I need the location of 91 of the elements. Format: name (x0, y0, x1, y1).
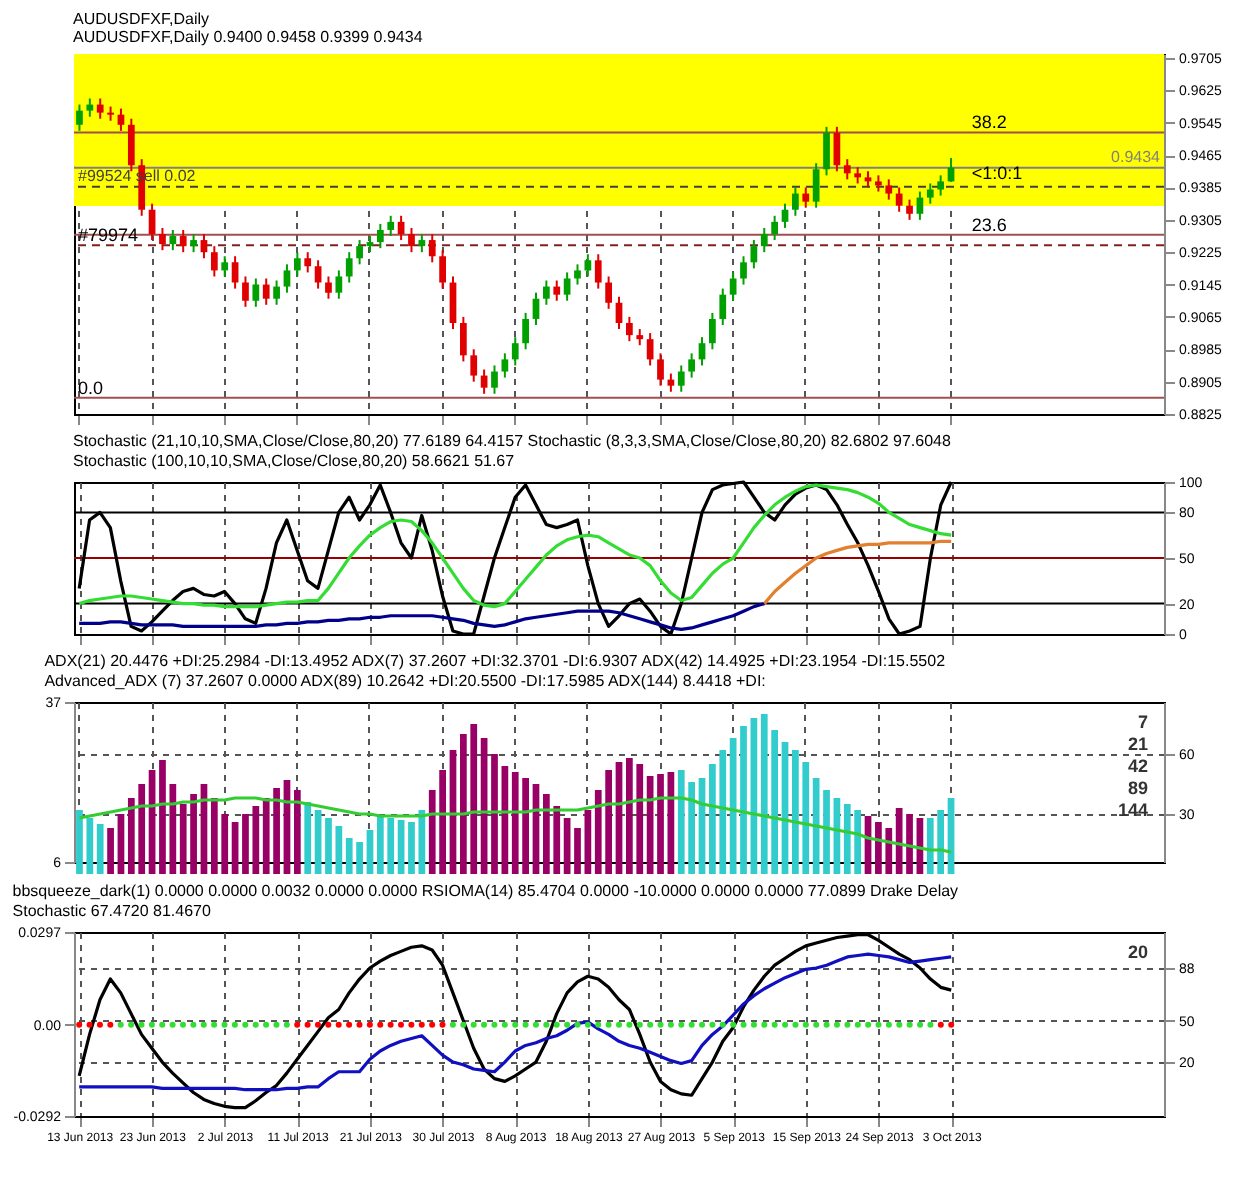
line-series (77, 796, 953, 854)
candlestick (491, 364, 498, 395)
candlestick (231, 255, 239, 290)
chart-subtitle: AUDUSDFXF,Daily 0.9400 0.9458 0.9399 0.9434 (73, 28, 424, 47)
annotation: 0.0 (78, 377, 104, 398)
bar (293, 790, 301, 874)
candlestick (605, 275, 612, 310)
candlestick (439, 249, 446, 290)
candlestick (657, 352, 664, 387)
candlestick (843, 158, 851, 181)
candlestick (345, 251, 353, 284)
candlestick (729, 271, 737, 302)
candlestick (262, 277, 270, 306)
candlestick (459, 315, 467, 363)
annotation: 38.2 (971, 112, 1007, 133)
bar (107, 828, 114, 874)
candlestick (159, 226, 166, 252)
bar (366, 830, 374, 874)
candlestick (376, 222, 384, 250)
candlestick (356, 239, 363, 266)
candlestick (646, 332, 654, 367)
annotation: <1:0:1 (971, 163, 1023, 184)
candlestick (543, 279, 550, 306)
candlestick (906, 198, 913, 221)
candlestick (242, 275, 249, 308)
candlestick (169, 228, 177, 252)
candlestick (895, 186, 903, 213)
candlestick (563, 271, 571, 302)
candlestick (626, 315, 633, 343)
candlestick (418, 233, 426, 254)
candlestick (501, 352, 509, 379)
candlestick (760, 226, 768, 254)
candlestick (252, 277, 260, 308)
candlestick (76, 103, 83, 132)
candlestick (802, 186, 810, 209)
line-series (77, 952, 953, 1092)
chart-title: ADX(21) 20.4476 +DI:25.2984 -DI:13.4952 ADX(7) 37.2607 +DI:32.3701 -DI:6.9307 ADX(42) 14.4925 +DI:23.1954 -DI:15.5502 Advanced_ADX (7) 37.2607 0.0000 ADX(89) 10.2642 +DI:20.5500 -DI:17.5985 ADX(144) 8.4418 +DI: (44, 652, 947, 690)
candlestick (470, 348, 478, 383)
annotation: 23.6 (971, 214, 1007, 235)
line-series (77, 602, 766, 632)
candlestick (771, 214, 779, 242)
candlestick (937, 174, 945, 197)
candlestick (96, 97, 104, 120)
candlestick (792, 186, 799, 217)
candlestick (428, 233, 436, 264)
candlestick (719, 287, 727, 327)
bar (148, 770, 156, 874)
line-series (762, 539, 953, 606)
chart-title: Stochastic (21,10,10,SMA,Close/Close,80,20) 77.6189 64.4157 Stochastic (8,3,3,SMA,Close/Close,80,20) 82.6802 97.6048 Stochastic (100,10,10,SMA,Close/Close,80,20) 58.6621 51.67 (73, 432, 952, 470)
candlestick (86, 97, 94, 118)
candlestick (677, 364, 685, 393)
ref-line-label: 0.9434 (1111, 147, 1162, 166)
candlestick (553, 279, 561, 302)
candlestick (283, 263, 291, 294)
bar (96, 824, 104, 874)
chart-title: bbsqueeze_dark(1) 0.0000 0.0000 0.0032 0.0000 0.0000 RSIOMA(14) 85.4704 0.0000 -10.0000 0.0000 0.0000 77.0899 Drake Delay Stochastic 67.4720 81.4670 (12, 882, 959, 920)
line-series (77, 483, 953, 609)
candlestick (594, 253, 602, 290)
candlestick (926, 182, 934, 205)
candlestick (314, 259, 322, 290)
candlestick (210, 245, 218, 278)
annotation: 42 (1127, 756, 1148, 776)
candlestick (325, 275, 332, 300)
candlestick (127, 117, 135, 173)
candlestick (522, 311, 529, 351)
candlestick (885, 178, 893, 201)
candlestick (740, 255, 747, 286)
annotation: 21 (1127, 734, 1148, 754)
candlestick (190, 233, 197, 254)
candlestick (387, 214, 395, 238)
bar (947, 798, 955, 874)
annotation: 7 (1137, 712, 1148, 732)
candlestick (304, 251, 312, 274)
chart-title: AUDUSDFXF,Daily (73, 10, 210, 29)
candlestick (688, 352, 695, 379)
candlestick (293, 251, 301, 278)
candlestick (709, 311, 716, 351)
candlestick (179, 228, 187, 254)
annotation: 20 (1127, 942, 1148, 962)
candlestick (273, 279, 280, 306)
bar (304, 802, 312, 874)
annotation: 89 (1127, 778, 1148, 798)
candlestick (221, 255, 229, 278)
candlestick (335, 269, 343, 300)
candlestick (511, 336, 519, 367)
annotation: 144 (1117, 800, 1148, 820)
candlestick (574, 263, 581, 286)
candlestick (408, 226, 415, 254)
candlestick (584, 253, 592, 278)
candlestick (812, 162, 820, 209)
candlestick (823, 125, 830, 177)
